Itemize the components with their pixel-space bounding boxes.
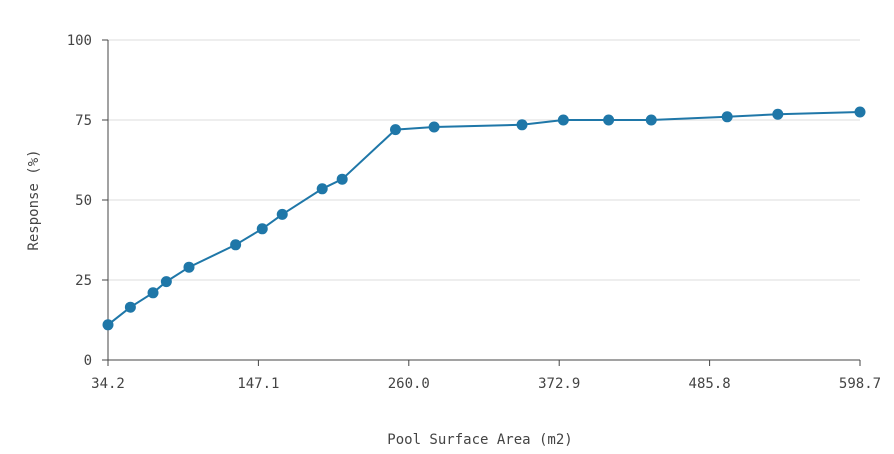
y-tick-label: 75 [75,113,92,129]
data-point[interactable] [147,287,159,299]
data-point[interactable] [721,111,733,123]
y-tick-label: 50 [75,193,92,209]
data-point[interactable] [336,173,348,185]
x-tick-label: 485.8 [689,376,731,392]
x-tick-label: 598.7 [839,376,881,392]
data-points [102,106,866,331]
y-axis-ticks: 0 25 50 75 100 [67,33,108,369]
x-tick-label: 147.1 [237,376,279,392]
data-point[interactable] [316,183,328,195]
x-tick-label: 372.9 [538,376,580,392]
data-point[interactable] [160,276,172,288]
y-tick-label: 25 [75,273,92,289]
x-axis-title: Pool Surface Area (m2) [387,432,572,448]
data-point[interactable] [102,319,114,331]
data-point[interactable] [557,114,569,126]
data-point[interactable] [183,261,195,273]
data-point[interactable] [428,121,440,133]
x-tick-label: 34.2 [91,376,125,392]
data-point[interactable] [516,119,528,131]
gridlines [108,39,860,281]
data-point[interactable] [256,223,268,235]
data-point[interactable] [124,301,136,313]
data-point[interactable] [603,114,615,126]
data-point[interactable] [772,108,784,120]
x-axis-ticks: 34.2 147.1 260.0 372.9 485.8 598.7 [91,360,881,392]
data-point[interactable] [389,124,401,136]
y-tick-label: 100 [67,33,92,49]
y-axis-title: Response (%) [26,149,42,250]
data-point[interactable] [854,106,866,118]
series-line-group [107,111,861,326]
data-point[interactable] [230,239,242,251]
data-point[interactable] [276,208,288,220]
x-tick-label: 260.0 [388,376,430,392]
y-tick-label: 0 [84,353,92,369]
data-point[interactable] [645,114,657,126]
series-line [107,111,861,326]
